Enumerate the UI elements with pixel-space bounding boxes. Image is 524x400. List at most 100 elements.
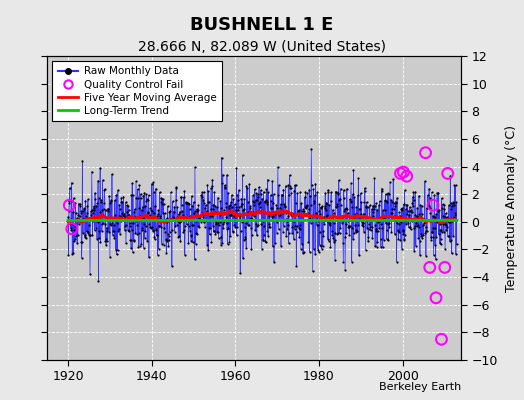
Point xyxy=(254,194,262,200)
Point xyxy=(372,228,380,234)
Point xyxy=(196,212,205,219)
Point xyxy=(199,212,207,218)
Point xyxy=(244,198,252,205)
Point xyxy=(115,206,124,212)
Point xyxy=(132,218,140,224)
Point xyxy=(122,240,130,247)
Point xyxy=(121,227,129,233)
Point xyxy=(260,223,268,229)
Point xyxy=(284,213,292,220)
Point xyxy=(337,201,345,208)
Point xyxy=(174,211,183,217)
Point xyxy=(177,218,185,225)
Point xyxy=(202,211,211,217)
Point xyxy=(256,199,265,205)
Point xyxy=(219,221,227,227)
Point xyxy=(169,215,177,222)
Point xyxy=(229,196,237,202)
Point xyxy=(312,210,320,216)
Point xyxy=(214,235,223,242)
Point xyxy=(392,258,401,265)
Point xyxy=(297,246,305,252)
Point xyxy=(122,199,130,205)
Point xyxy=(128,180,136,186)
Point xyxy=(276,217,284,224)
Point xyxy=(298,217,307,224)
Point xyxy=(340,208,348,214)
Point xyxy=(113,247,122,253)
Point xyxy=(311,251,319,257)
Point xyxy=(320,220,329,227)
Point xyxy=(277,201,285,207)
Point xyxy=(299,249,308,256)
Point xyxy=(373,244,381,250)
Point xyxy=(421,230,430,236)
Point xyxy=(222,226,231,232)
Point xyxy=(224,203,233,210)
Point xyxy=(141,223,150,230)
Point xyxy=(402,218,411,225)
Point xyxy=(285,192,293,198)
Point xyxy=(310,198,319,204)
Point xyxy=(197,192,205,198)
Point xyxy=(211,231,220,238)
Point xyxy=(266,211,275,218)
Point xyxy=(371,222,379,228)
Point xyxy=(258,196,266,202)
Point xyxy=(180,188,189,194)
Point xyxy=(350,167,358,173)
Point xyxy=(64,207,73,214)
Point xyxy=(225,212,234,218)
Point xyxy=(165,208,173,215)
Point xyxy=(375,216,383,223)
Point xyxy=(137,227,146,234)
Point xyxy=(293,190,301,196)
Point xyxy=(289,216,297,223)
Text: 28.666 N, 82.089 W (United States): 28.666 N, 82.089 W (United States) xyxy=(138,40,386,54)
Point xyxy=(73,240,81,246)
Point xyxy=(338,213,346,219)
Point xyxy=(375,225,384,232)
Point xyxy=(75,220,83,227)
Point xyxy=(175,233,183,239)
Point xyxy=(245,222,253,228)
Point xyxy=(356,216,365,222)
Point xyxy=(269,191,278,197)
Point xyxy=(143,197,151,204)
Point xyxy=(344,224,353,230)
Point xyxy=(344,210,352,216)
Point xyxy=(161,229,169,236)
Point xyxy=(316,210,324,217)
Point xyxy=(126,220,134,226)
Point xyxy=(443,170,452,177)
Point xyxy=(223,220,232,227)
Point xyxy=(421,150,430,156)
Point xyxy=(343,218,352,224)
Point xyxy=(216,198,224,204)
Point xyxy=(130,237,138,244)
Point xyxy=(120,210,128,217)
Point xyxy=(111,197,119,204)
Point xyxy=(385,191,393,198)
Point xyxy=(151,226,160,232)
Point xyxy=(248,232,256,238)
Point xyxy=(231,216,239,222)
Point xyxy=(160,225,168,231)
Point xyxy=(362,204,370,210)
Point xyxy=(225,239,234,246)
Point xyxy=(86,232,94,238)
Point xyxy=(277,206,286,213)
Point xyxy=(206,225,214,232)
Point xyxy=(113,220,121,226)
Point xyxy=(165,236,173,243)
Point xyxy=(365,215,374,221)
Point xyxy=(236,213,244,220)
Point xyxy=(183,217,192,224)
Point xyxy=(228,204,236,210)
Point xyxy=(323,212,331,218)
Point xyxy=(267,214,276,220)
Point xyxy=(215,222,223,229)
Point xyxy=(269,200,277,206)
Point xyxy=(288,210,296,216)
Point xyxy=(103,228,112,234)
